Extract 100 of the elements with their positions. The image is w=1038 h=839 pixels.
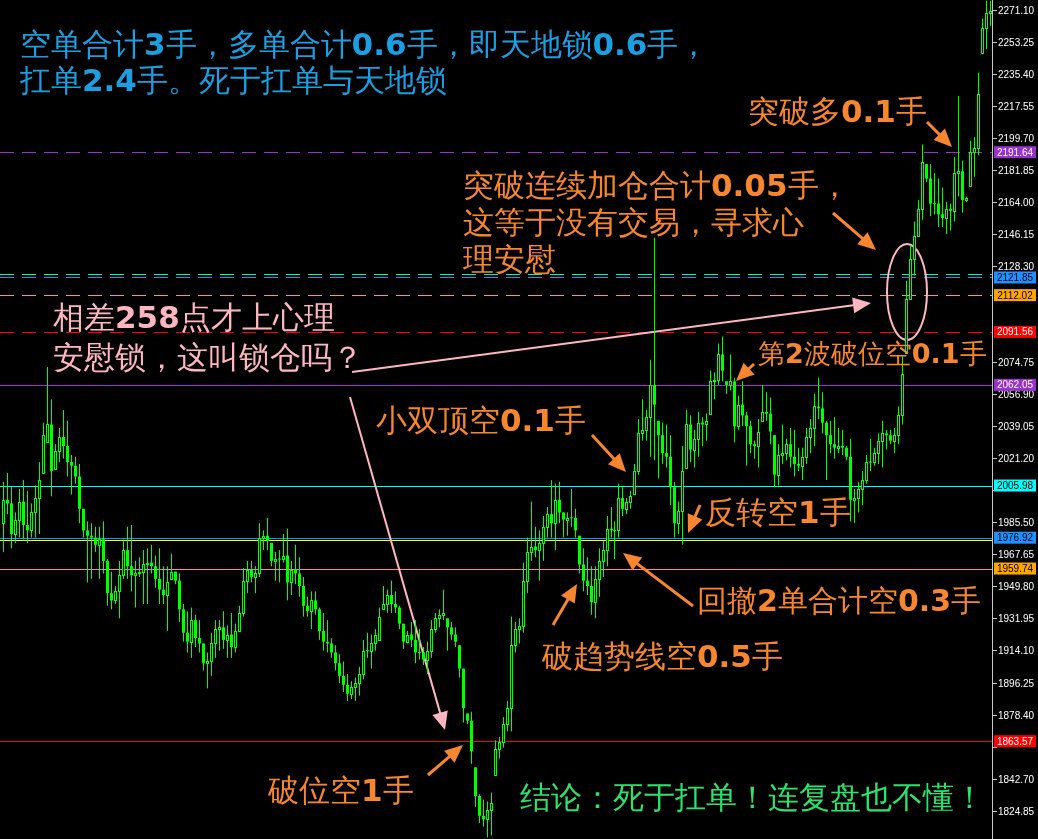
candlestick bbox=[885, 429, 888, 451]
candlestick bbox=[793, 429, 796, 477]
y-tick-label: 1949.80 bbox=[998, 581, 1035, 592]
candlestick bbox=[110, 571, 113, 610]
candlestick bbox=[542, 515, 545, 562]
candlestick bbox=[697, 411, 700, 458]
ref-line-label: 2005.98 bbox=[996, 480, 1034, 492]
ref-line-label: 2112.02 bbox=[997, 289, 1034, 301]
candlestick bbox=[290, 560, 293, 596]
candlestick bbox=[582, 547, 585, 592]
candlestick bbox=[458, 644, 461, 679]
candlestick bbox=[414, 619, 417, 664]
candlestick bbox=[230, 612, 233, 659]
candlestick bbox=[362, 639, 365, 680]
candlestick bbox=[186, 610, 189, 653]
candlestick bbox=[98, 526, 101, 580]
y-tick-label: 1967.65 bbox=[998, 549, 1035, 560]
candlestick bbox=[430, 619, 433, 659]
candlestick bbox=[38, 461, 41, 535]
candlestick bbox=[841, 429, 844, 456]
candlestick bbox=[74, 456, 77, 485]
candlestick bbox=[266, 517, 269, 551]
annotation: 相差258点才上心理安慰锁，这叫锁仓吗？ bbox=[53, 299, 363, 375]
candlestick bbox=[370, 634, 373, 670]
candlestick bbox=[90, 522, 93, 580]
y-tick-label: 1931.95 bbox=[998, 613, 1035, 624]
chart-title: 空单合计3手，多单合计0.6手，即天地锁0.6手，扛单2.4手。死于扛单与天地锁 bbox=[20, 26, 710, 98]
candlestick bbox=[194, 614, 197, 648]
candlestick bbox=[390, 580, 393, 614]
candlestick bbox=[881, 420, 884, 469]
candlestick bbox=[665, 423, 668, 469]
candlestick bbox=[86, 520, 89, 583]
candlestick bbox=[418, 628, 421, 661]
candlestick bbox=[310, 590, 313, 630]
ref-line-label: 1976.92 bbox=[996, 532, 1034, 544]
candlestick bbox=[94, 526, 97, 553]
candlestick bbox=[146, 547, 149, 605]
candlestick bbox=[346, 673, 349, 702]
candlestick bbox=[590, 565, 593, 616]
annotation: 突破连续加仓合计0.05手，这等于没有交易，寻求心理安慰 bbox=[463, 167, 850, 277]
candlestick bbox=[789, 427, 792, 469]
y-tick-label: 1914.10 bbox=[998, 645, 1035, 656]
ref-line-label: 1863.57 bbox=[996, 735, 1034, 747]
candlestick bbox=[338, 653, 341, 684]
ref-line-label: 2062.05 bbox=[996, 379, 1034, 391]
y-tick-label: 2056.90 bbox=[998, 389, 1035, 400]
candlestick bbox=[941, 186, 944, 228]
candlestick bbox=[366, 632, 369, 659]
annotation: 第2波破位空0.1手 bbox=[758, 338, 987, 369]
candlestick bbox=[705, 413, 708, 442]
annotation: 破位空1手 bbox=[268, 772, 414, 808]
candlestick bbox=[26, 490, 29, 544]
candlestick bbox=[210, 632, 213, 677]
candlestick bbox=[661, 422, 664, 465]
candlestick bbox=[22, 479, 25, 540]
annotation: 反转空1手 bbox=[705, 494, 851, 530]
candlestick bbox=[937, 177, 940, 228]
candlestick bbox=[857, 481, 860, 513]
candlestick bbox=[805, 427, 808, 465]
candlestick bbox=[454, 626, 457, 648]
y-tick-label: 2235.40 bbox=[998, 69, 1035, 80]
candlestick bbox=[342, 660, 345, 693]
candlestick bbox=[166, 565, 169, 632]
y-tick-label: 2074.75 bbox=[998, 357, 1035, 368]
candlestick bbox=[394, 590, 397, 614]
candlestick bbox=[749, 420, 752, 454]
candlestick bbox=[833, 416, 836, 460]
candlestick bbox=[933, 172, 936, 215]
candlestick bbox=[813, 393, 816, 447]
candlestick bbox=[562, 511, 565, 539]
candlestick bbox=[398, 605, 401, 630]
candlestick bbox=[142, 549, 145, 605]
ref-line-label: 2121.85 bbox=[996, 271, 1034, 283]
candlestick bbox=[34, 484, 37, 539]
candlestick bbox=[657, 420, 660, 479]
annotation: 回撤2单合计空0.3手 bbox=[697, 583, 982, 618]
candlestick bbox=[797, 447, 800, 472]
candlestick bbox=[218, 619, 221, 652]
candlestick bbox=[570, 488, 573, 528]
ref-line-label: 1959.74 bbox=[996, 563, 1034, 575]
y-tick-label: 2128.30 bbox=[998, 261, 1035, 272]
candlestick bbox=[198, 619, 201, 653]
annotation: 突破多0.1手 bbox=[748, 93, 927, 129]
ref-line-label: 2091.56 bbox=[996, 326, 1034, 338]
candlestick bbox=[278, 549, 281, 583]
candlestick bbox=[138, 556, 141, 578]
candlestick bbox=[594, 565, 597, 619]
y-tick-label: 2164.00 bbox=[998, 197, 1035, 208]
candlestick bbox=[18, 488, 21, 539]
candlestick bbox=[322, 612, 325, 652]
candlestick bbox=[134, 560, 137, 609]
candlestick bbox=[446, 617, 449, 652]
candlestick bbox=[757, 418, 760, 469]
annotation: 结论：死于扛单！连复盘也不懂！ bbox=[520, 779, 985, 815]
y-tick-label: 1985.50 bbox=[998, 517, 1035, 528]
y-tick-label: 2199.70 bbox=[998, 133, 1035, 144]
candlestick bbox=[478, 793, 481, 824]
candlestick bbox=[126, 526, 129, 580]
candlestick bbox=[190, 607, 193, 659]
annotation: 小双顶空0.1手 bbox=[376, 402, 586, 438]
